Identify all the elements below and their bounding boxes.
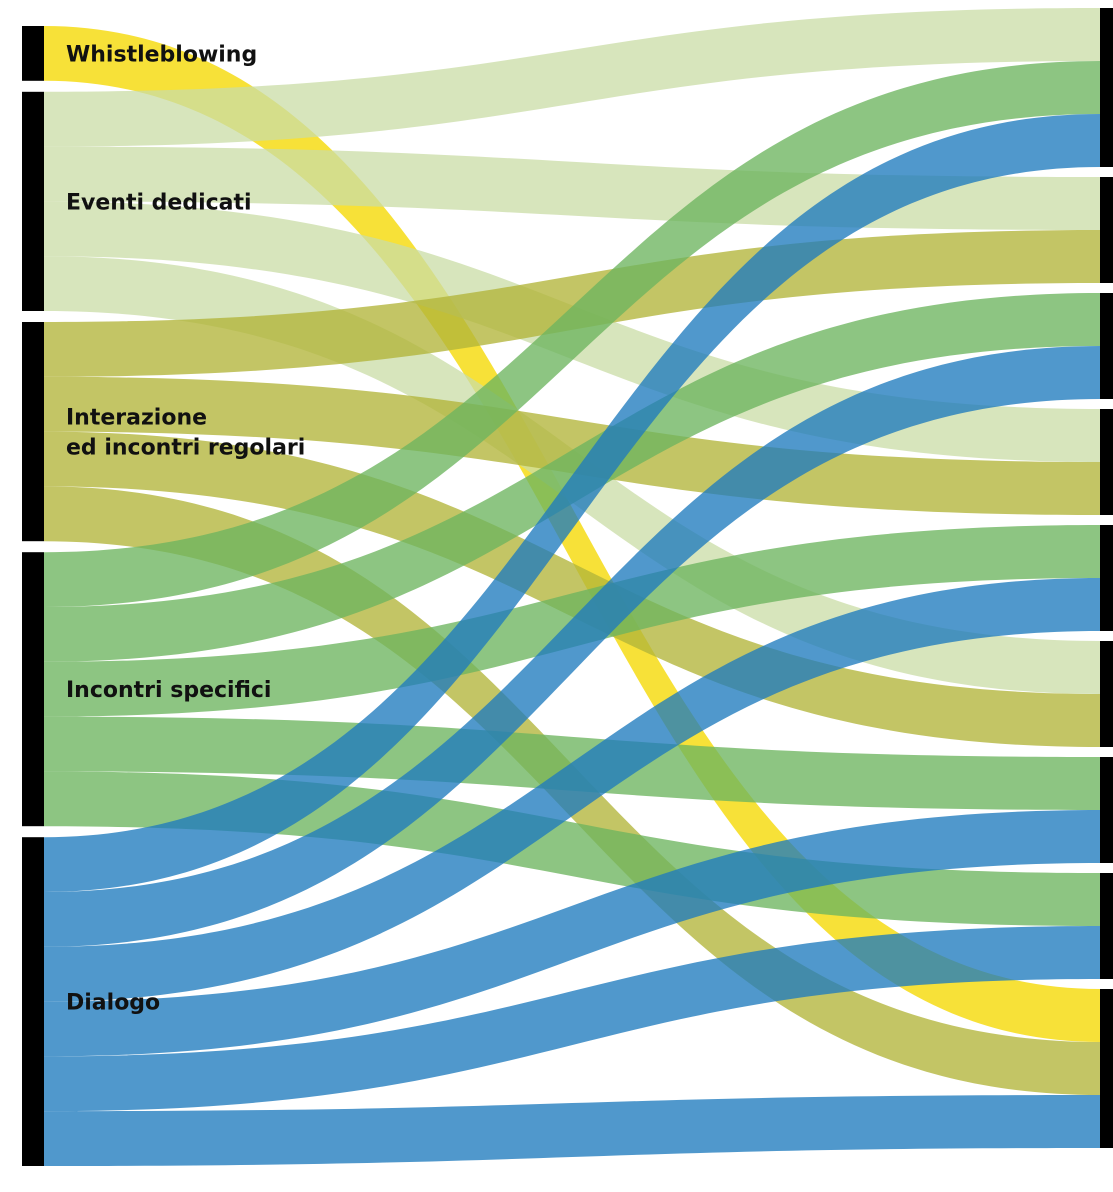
- flow-eventi-to-0: [44, 8, 1100, 147]
- flow-dialogo-to-8: [44, 1095, 1100, 1166]
- node-bars-layer: [22, 8, 1113, 1166]
- node-label-eventi: Eventi dedicati: [66, 190, 252, 215]
- flow-dialogo-to-7: [44, 926, 1100, 1112]
- flow-dialogo-to-0: [44, 114, 1100, 892]
- right-node-bar-8: [1100, 989, 1113, 1148]
- node-labels-layer: Whistleblowing Eventi dedicati Interazione…: [66, 42, 305, 1015]
- node-label-whistleblowing: Whistleblowing: [66, 42, 257, 67]
- right-node-bar-5: [1100, 641, 1113, 747]
- right-node-bar-7: [1100, 873, 1113, 979]
- left-node-bar-incontri: [22, 552, 44, 827]
- left-node-bar-interazione: [22, 322, 44, 542]
- flow-dialogo-to-6: [44, 810, 1100, 1057]
- node-label-incontri: Incontri specifici: [66, 678, 271, 703]
- node-label-interazione-line-1: Interazione: [66, 406, 207, 431]
- flow-dialogo-to-2: [44, 346, 1100, 947]
- right-node-bar-6: [1100, 757, 1113, 863]
- flow-interazione-to-3: [44, 376, 1100, 515]
- flow-whistleblowing-to-8: [44, 26, 1100, 1042]
- node-label-interazione-line-2: ed incontri regolari: [66, 436, 305, 461]
- right-node-bar-3: [1100, 409, 1113, 515]
- right-node-bar-1: [1100, 177, 1113, 283]
- flows-layer: [44, 8, 1100, 1166]
- node-label-dialogo: Dialogo: [66, 991, 160, 1016]
- left-node-bar-dialogo: [22, 837, 44, 1166]
- right-node-bar-4: [1100, 525, 1113, 631]
- left-node-bar-whistleblowing: [22, 26, 44, 81]
- right-node-bar-0: [1100, 8, 1113, 167]
- flow-interazione-to-1: [44, 230, 1100, 377]
- flow-incontri-to-0: [44, 61, 1100, 607]
- flow-dialogo-to-4: [44, 578, 1100, 1002]
- right-node-bar-2: [1100, 293, 1113, 399]
- left-node-bar-eventi: [22, 91, 44, 311]
